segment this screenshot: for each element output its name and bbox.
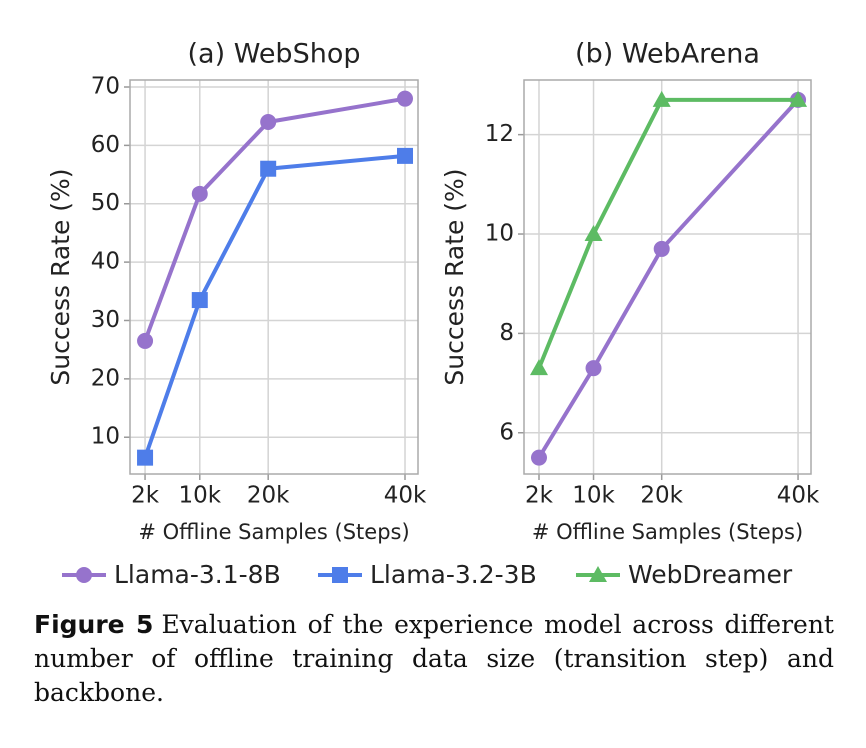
x-tick-label: 40k [384,483,427,509]
series-line [537,97,799,369]
caption: Figure 5 Evaluation of the experience mod… [34,608,834,710]
legend-marker [332,567,348,583]
marker [137,332,154,349]
marker [653,240,670,257]
y-tick-label: 20 [91,365,120,391]
x-axis-label: # Offline Samples (Steps) [138,520,409,544]
legend-marker [589,566,607,582]
x-tick-label: 40k [777,483,820,509]
marker [191,185,208,202]
x-tick-label: 2k [525,483,554,509]
x-tick-label: 20k [247,483,290,509]
chart-title: (a) WebShop [188,39,361,70]
y-tick-label: 70 [91,74,120,100]
legend-label: Llama-3.2-3B [370,560,537,589]
marker [397,90,414,107]
x-tick-label: 2k [131,483,160,509]
plot-frame [523,79,812,475]
x-tick-label: 10k [178,483,221,509]
y-tick-label: 10 [485,221,514,247]
marker [397,147,414,164]
legend-marker [76,567,92,583]
marker [652,90,671,107]
y-tick-label: 40 [91,249,120,275]
series-line [537,98,800,459]
marker [530,449,547,466]
caption-label: Figure 5 [34,610,154,639]
marker [260,160,277,177]
y-axis-label: Success Rate (%) [440,168,469,385]
series-line [143,96,406,342]
legend-label: Llama-3.1-8B [114,560,281,589]
legend-label: WebDreamer [628,560,793,589]
marker [789,90,808,107]
y-tick-label: 30 [91,307,120,333]
plot-frame [129,79,419,475]
caption-text: Evaluation of the experience model acros… [34,610,834,707]
y-axis-label: Success Rate (%) [46,168,75,385]
y-tick-label: 50 [91,190,120,216]
series-line [143,153,406,459]
marker [529,359,548,376]
x-tick-label: 10k [572,483,615,509]
marker [137,449,154,466]
marker [585,360,602,377]
marker [191,292,208,309]
y-tick-label: 60 [91,132,120,158]
y-tick-label: 10 [91,424,120,450]
figure: 10 20 30 40 50 60 70 2k 10k 20k 40k (a) WebShop # Of… [46,39,820,590]
y-tick-label: 8 [499,320,514,346]
chart-title: (b) WebArena [575,39,760,70]
marker [260,114,277,131]
y-tick-label: 6 [499,419,514,445]
x-axis-label: # Offline Samples (Steps) [532,520,803,544]
marker [584,225,603,242]
x-tick-label: 20k [640,483,683,509]
y-tick-label: 12 [485,121,514,147]
